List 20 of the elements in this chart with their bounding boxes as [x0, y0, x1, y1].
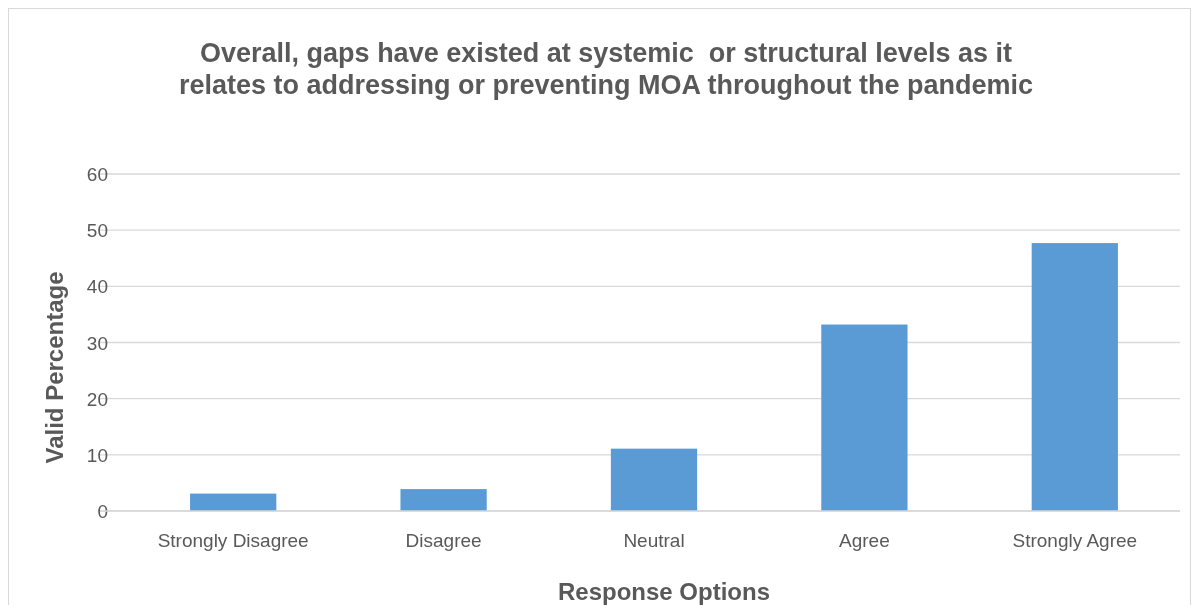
x-tick-label: Agree [839, 530, 890, 551]
bar [610, 448, 698, 511]
y-axis-title: Valid Percentage [41, 271, 68, 464]
y-tick-label: 20 [86, 388, 108, 410]
y-tick-label: 30 [86, 332, 108, 354]
y-tick-label: 60 [86, 164, 108, 185]
chart-title: Overall, gaps have existed at systemic or structural levels as it relates to addressing or preventing MOA throughout the pandemic [178, 38, 1034, 100]
y-tick-label: 10 [86, 444, 108, 466]
x-tick-label: Strongly Agree [1012, 530, 1138, 551]
x-tick-label: Disagree [405, 530, 482, 551]
x-axis-title: Response Options [557, 578, 771, 605]
x-tick-label: Neutral [623, 530, 685, 551]
bar [1031, 243, 1118, 511]
bar [400, 489, 487, 511]
y-tick-label: 40 [86, 276, 108, 298]
y-tick-label: 50 [86, 220, 108, 242]
y-tick-label: 0 [97, 501, 108, 522]
x-tick-label: Strongly Disagree [157, 530, 309, 551]
bar [821, 324, 908, 511]
bar [190, 493, 277, 511]
